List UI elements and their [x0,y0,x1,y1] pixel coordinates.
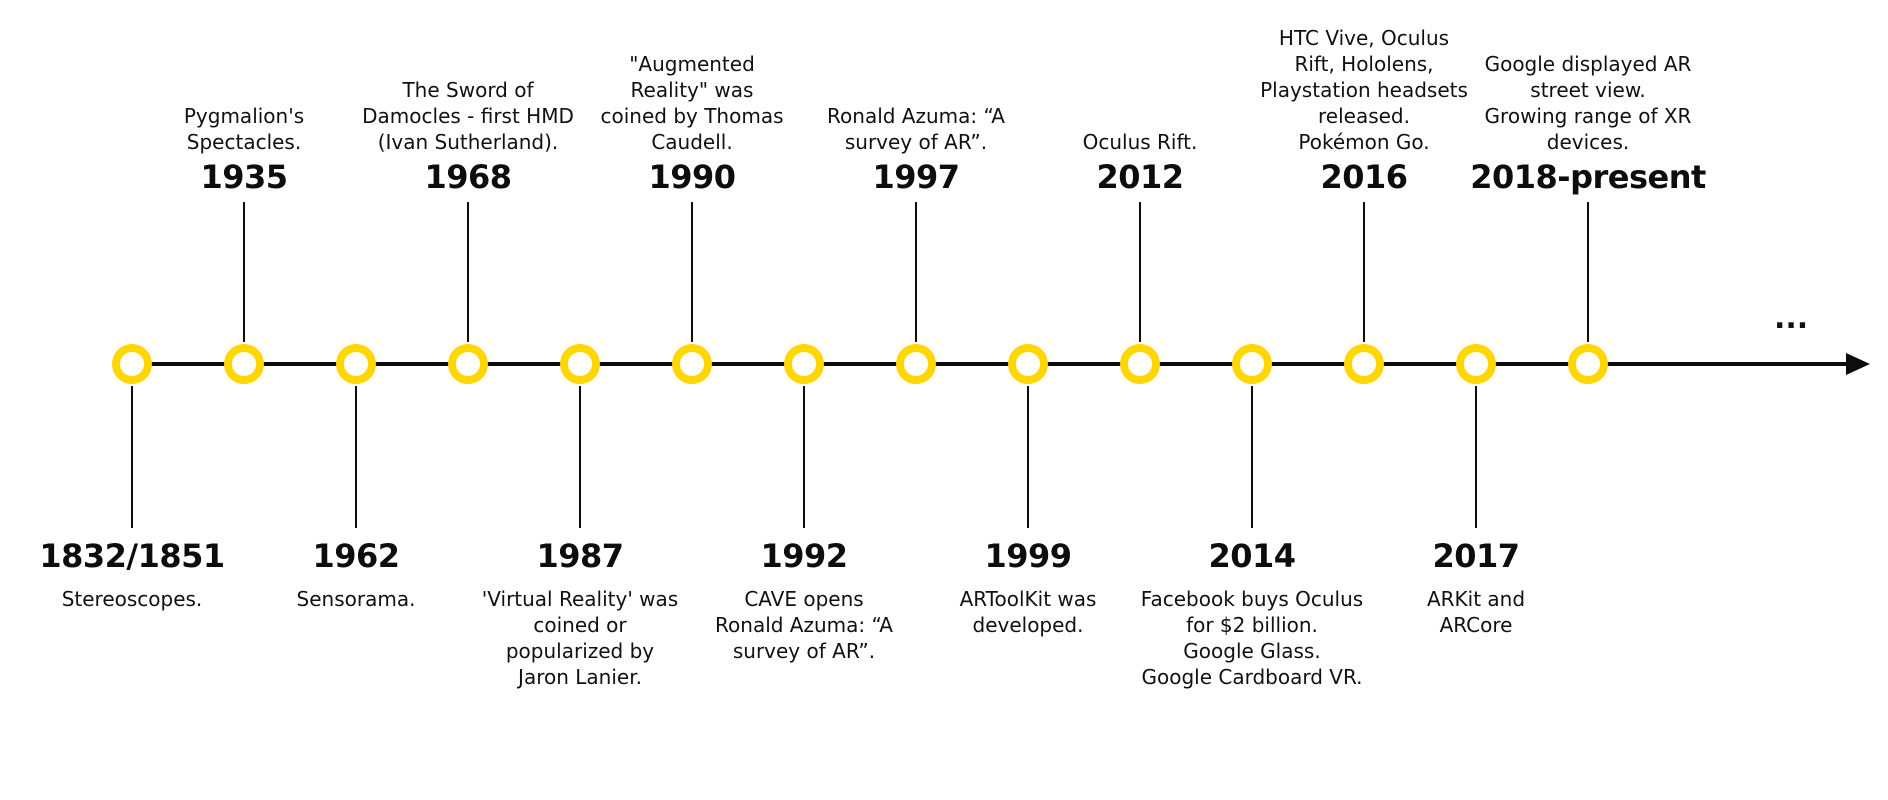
event-description: "Augmented Reality" was coined by Thomas Ca… [562,51,822,155]
event-year: 1990 [648,158,736,196]
event-description: Oculus Rift. [1010,129,1270,155]
event-description-line: Playstation headsets [1260,78,1468,102]
event-description-line: Oculus Rift. [1082,130,1198,154]
timeline-marker-1992 [784,344,824,384]
timeline-event-2016: HTC Vive, Oculus Rift, Hololens, Playstati… [1234,25,1494,197]
timeline-event-2014: 2014 Facebook buys Oculus for $2 billion. G… [1122,536,1382,690]
event-description-line: Stereoscopes. [61,587,203,611]
event-description-line: coined or [533,613,627,637]
event-description-line: popularized by [505,639,655,663]
event-description: Ronald Azuma: “A survey of AR”. [786,103,1046,155]
timeline-marker-1987 [560,344,600,384]
timeline-marker-1997 [896,344,936,384]
timeline-event-1992: 1992 CAVE opens Ronald Azuma: “A survey of … [674,536,934,664]
timeline-arrowhead [1846,353,1870,375]
event-description: ARToolKit was developed. [898,586,1158,638]
event-description: Stereoscopes. [2,586,262,612]
event-description-line: Caudell. [651,130,733,154]
event-description-line: Pygmalion's [183,104,305,128]
event-description-line: (Ivan Sutherland). [377,130,559,154]
event-year: 2014 [1208,537,1296,575]
event-description-line: Growing range of XR [1484,104,1692,128]
timeline-marker-1968 [448,344,488,384]
timeline-event-2017: 2017 ARKit and ARCore [1346,536,1606,638]
event-year: 1968 [424,158,512,196]
event-description-line: "Augmented [629,52,755,76]
event-description-line: Sensorama. [296,587,416,611]
event-description-line: coined by Thomas [600,104,784,128]
timeline-marker-2012 [1120,344,1160,384]
event-description-line: released. [1318,104,1410,128]
timeline-event-1968: The Sword of Damocles - first HMD (Ivan Su… [338,77,598,197]
event-year: 1999 [984,537,1072,575]
event-description-line: Google Glass. [1183,639,1321,663]
event-description-line: Ronald Azuma: “A [827,104,1005,128]
event-description: Sensorama. [226,586,486,612]
event-description-line: for $2 billion. [1186,613,1318,637]
event-description-line: ARCore [1439,613,1513,637]
timeline-event-1987: 1987 'Virtual Reality' was coined or popula… [450,536,710,690]
event-description-line: Damocles - first HMD [362,104,574,128]
event-description: Facebook buys Oculus for $2 billion. Googl… [1122,586,1382,690]
event-description-line: street view. [1530,78,1646,102]
event-description-line: ARKit and [1426,587,1526,611]
timeline-event-1990: "Augmented Reality" was coined by Thomas Ca… [562,51,822,197]
event-year: 1992 [760,537,848,575]
timeline-marker-2014 [1232,344,1272,384]
event-description-line: Google Cardboard VR. [1141,665,1363,689]
timeline-marker-1935 [224,344,264,384]
event-description-line: Spectacles. [186,130,302,154]
timeline-marker-1999 [1008,344,1048,384]
timeline-event-1935: Pygmalion's Spectacles. 1935 [114,103,374,197]
event-year: 2017 [1432,537,1520,575]
timeline-marker-2016 [1344,344,1384,384]
event-description-line: survey of AR”. [732,639,876,663]
event-description-line: developed. [972,613,1084,637]
timeline-marker-2017 [1456,344,1496,384]
event-description-line: Jaron Lanier. [518,665,642,689]
event-year: 2018-present [1470,158,1706,196]
event-year: 1832/1851 [39,537,225,575]
event-description-line: devices. [1546,130,1630,154]
event-description-line: Ronald Azuma: “A [715,613,893,637]
timeline-event-2012: Oculus Rift. 2012 [1010,129,1270,197]
event-year: 1987 [536,537,624,575]
event-year: 2016 [1320,158,1408,196]
event-description-line: survey of AR”. [844,130,988,154]
timeline-marker-1832-1851 [112,344,152,384]
event-year: 2012 [1096,158,1184,196]
timeline-marker-1962 [336,344,376,384]
event-description: Google displayed AR street view. Growing r… [1458,51,1718,155]
event-description: CAVE opens Ronald Azuma: “A survey of AR”. [674,586,934,664]
timeline-event-2018-present: Google displayed AR street view. Growing r… [1458,51,1718,197]
event-year: 1935 [200,158,288,196]
event-description: HTC Vive, Oculus Rift, Hololens, Playstati… [1234,25,1494,155]
timeline-event-1832-1851: 1832/1851 Stereoscopes. [2,536,262,612]
timeline-event-1997: Ronald Azuma: “A survey of AR”. 1997 [786,103,1046,197]
timeline-marker-2018-present [1568,344,1608,384]
event-description-line: Pokémon Go. [1298,130,1430,154]
event-description-line: 'Virtual Reality' was [481,587,679,611]
timeline-continues-ellipsis: ... [1774,301,1809,336]
event-description: ARKit and ARCore [1346,586,1606,638]
event-description: Pygmalion's Spectacles. [114,103,374,155]
event-description-line: Rift, Hololens, [1294,52,1434,76]
event-description-line: Facebook buys Oculus [1140,587,1364,611]
event-year: 1962 [312,537,400,575]
event-description-line: HTC Vive, Oculus [1278,26,1450,50]
event-description-line: Reality" was [630,78,754,102]
event-description-line: Google displayed AR [1484,52,1692,76]
timeline-event-1962: 1962 Sensorama. [226,536,486,612]
event-year: 1997 [872,158,960,196]
event-description: 'Virtual Reality' was coined or popularize… [450,586,710,690]
event-description-line: CAVE opens [744,587,864,611]
event-description-line: The Sword of [402,78,534,102]
timeline-marker-1990 [672,344,712,384]
timeline-event-1999: 1999 ARToolKit was developed. [898,536,1158,638]
event-description-line: ARToolKit was [959,587,1097,611]
event-description: The Sword of Damocles - first HMD (Ivan Su… [338,77,598,155]
